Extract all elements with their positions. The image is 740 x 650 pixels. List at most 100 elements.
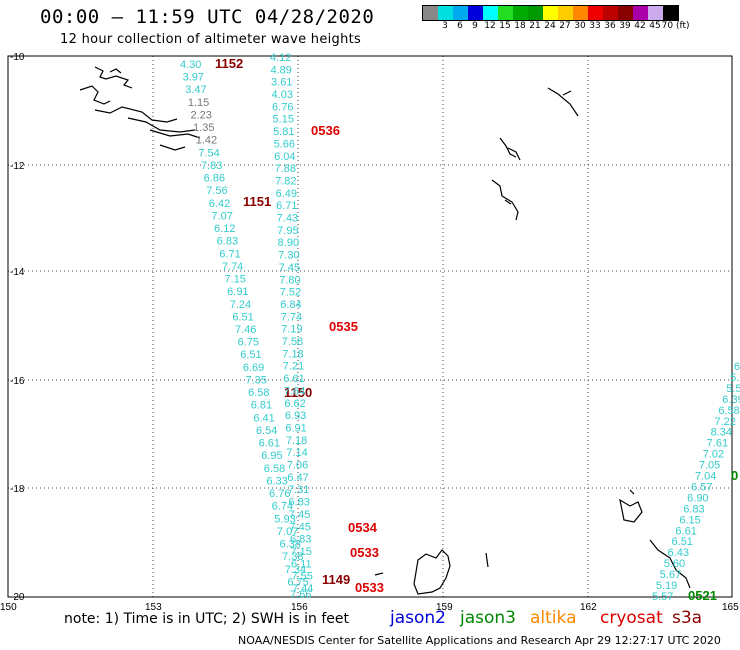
left-track-value: 7.74 [222, 261, 243, 273]
left-track-value: 6.95 [261, 450, 282, 462]
left-track-value: 6.75 [287, 576, 308, 588]
colorbar-swatch [648, 6, 663, 20]
colorbar-swatch [453, 6, 468, 20]
east-track-value: 5.67 [660, 569, 681, 581]
colorbar-tick: 21 [529, 21, 541, 31]
lon-label-159: 159 [436, 602, 453, 613]
lon-label-150: 150 [0, 602, 17, 613]
left-track-value: 7.66 [290, 589, 311, 601]
east-track-value: 5.5 [726, 383, 740, 395]
colorbar-swatch [558, 6, 573, 20]
pass-time-label: 0521 [688, 588, 717, 603]
colorbar-swatch [483, 6, 498, 20]
east-track-value: 8.34 [711, 427, 732, 439]
colorbar-swatch [498, 6, 513, 20]
colorbar-tick-labels: 3 6 9 12 15 18 21 24 27 30 33 36 39 42 45 70 (ft) [422, 21, 737, 33]
east-track-value: 6.58 [718, 405, 739, 417]
wave-height-colorbar [422, 5, 679, 21]
east-track-value: 7.05 [699, 460, 720, 472]
left-track-value: 1.35 [193, 122, 214, 134]
east-track-value: 6.39 [722, 394, 740, 406]
east-track-value: 5.57 [652, 591, 673, 603]
colorbar-swatch [543, 6, 558, 20]
right-track-value: 7.58 [282, 336, 303, 348]
left-track-value: 6.61 [259, 438, 280, 450]
pass-time-label: 1151 [243, 194, 271, 209]
right-track-value: 7.64 [284, 385, 305, 397]
right-track-value: 4.12 [270, 52, 291, 64]
colorbar-swatch [618, 6, 633, 20]
pass-time-label: 0533 [355, 580, 384, 595]
right-track-value: 7.82 [275, 175, 296, 187]
left-track-value: 3.97 [183, 72, 204, 84]
lat-label-12: -12 [10, 161, 25, 172]
colorbar-swatch [588, 6, 603, 20]
right-track-value: 7.88 [275, 163, 296, 175]
pass-time-label: 1149 [322, 572, 350, 587]
colorbar-tick: 42 [634, 21, 646, 31]
colorbar-swatch [513, 6, 528, 20]
east-track-value: 6.43 [668, 547, 689, 559]
right-track-value: 6.49 [276, 188, 297, 200]
east-track-value: 6.51 [672, 536, 693, 548]
right-track-value: 6.47 [287, 472, 308, 484]
right-track-value: 6.93 [285, 410, 306, 422]
colorbar-tick: 15 [499, 21, 511, 31]
left-track-value: 6.41 [253, 412, 274, 424]
colorbar-swatch [438, 6, 453, 20]
left-track-value: 6.54 [256, 425, 277, 437]
left-track-value: 6.86 [204, 173, 225, 185]
lon-label-165: 165 [722, 602, 739, 613]
right-track-value: 7.15 [290, 546, 311, 558]
colorbar-tick: 33 [589, 21, 601, 31]
east-track-value: 6.83 [683, 503, 704, 515]
right-track-value: 6.62 [284, 398, 305, 410]
left-track-values: 4.303.973.471.152.231.351.427.547.836.86… [180, 59, 311, 601]
colorbar-swatch [528, 6, 543, 20]
right-track-values: 4.124.893.614.036.765.155.815.666.047.88… [270, 52, 313, 595]
right-track-value: 7.95 [277, 225, 298, 237]
right-track-value: 4.03 [272, 89, 293, 101]
right-track-value: 6.11 [291, 558, 312, 570]
left-track-value: 7.35 [245, 374, 266, 386]
left-track-value: 6.91 [227, 286, 248, 298]
colorbar-tick: 9 [472, 21, 478, 31]
colorbar-swatch [633, 6, 648, 20]
left-track-value: 6.42 [209, 198, 230, 210]
right-track-value: 6.91 [285, 422, 306, 434]
left-track-value: 7.07 [277, 526, 298, 538]
colorbar-tick: 36 [604, 21, 616, 31]
left-track-value: 6.75 [238, 337, 259, 349]
right-track-value: 7.44 [292, 583, 313, 595]
footer-note: note: 1) Time is in UTC; 2) SWH is in fe… [64, 611, 350, 627]
left-track-value: 1.42 [196, 135, 217, 147]
right-track-value: 6.04 [274, 151, 295, 163]
left-track-value: 6.51 [240, 349, 261, 361]
map-title: 00:00 – 11:59 UTC 04/28/2020 [40, 6, 375, 28]
legend-jason2: jason2 [390, 608, 446, 628]
left-track-value: 6.76 [269, 488, 290, 500]
colorbar-tick: 27 [559, 21, 571, 31]
coastlines [79, 66, 691, 595]
colorbar-tick: 18 [514, 21, 526, 31]
colorbar-tick: 3 [442, 21, 448, 31]
right-track-value: 7.18 [286, 435, 307, 447]
map-grid [8, 56, 732, 597]
left-track-value: 7.38 [282, 551, 303, 563]
right-track-value: 7.45 [289, 521, 310, 533]
credit-line: NOAA/NESDIS Center for Satellite Applica… [238, 634, 721, 647]
right-track-value: 6.84 [280, 299, 301, 311]
left-track-value: 6.33 [266, 475, 287, 487]
right-track-value: 5.66 [274, 138, 295, 150]
colorbar-tick: 70 (ft) [661, 21, 690, 31]
lat-label-18: -18 [10, 484, 25, 495]
right-track-value: 5.81 [273, 126, 294, 138]
right-track-value: 7.45 [279, 262, 300, 274]
left-track-value: 6.38 [280, 539, 301, 551]
left-track-value: 7.07 [211, 210, 232, 222]
colorbar-tick: 30 [574, 21, 586, 31]
left-track-value: 7.83 [201, 160, 222, 172]
right-track-value: 7.18 [282, 348, 303, 360]
right-track-value: 7.21 [283, 361, 304, 373]
